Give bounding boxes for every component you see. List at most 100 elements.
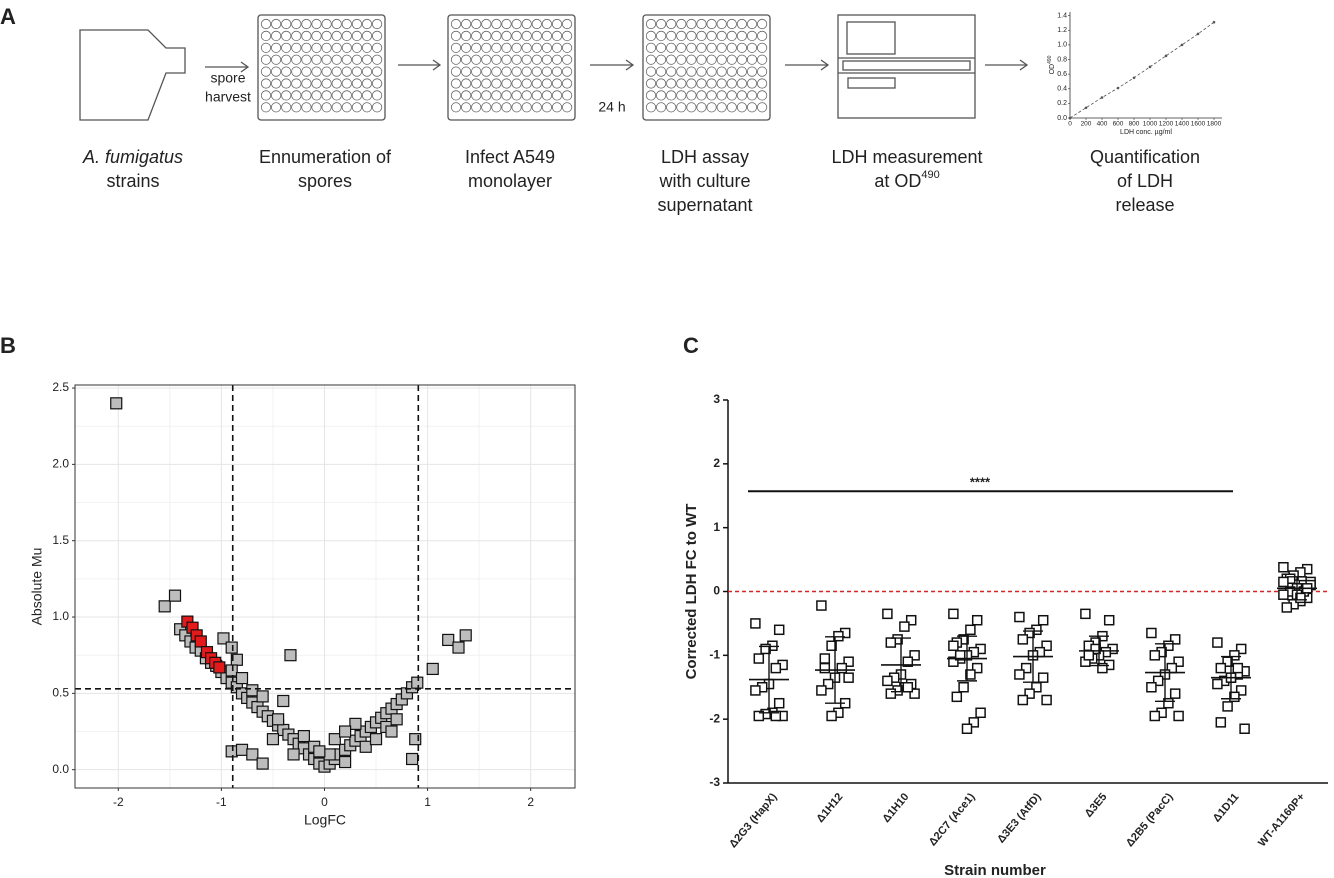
point [1239,723,1250,734]
well [460,54,472,65]
well [341,66,352,77]
point [442,633,455,647]
well [311,102,322,113]
point [1169,688,1181,699]
well [551,90,563,101]
point [822,678,834,690]
well [301,54,312,65]
point [1212,678,1223,690]
x-tick-label: 1600 [1191,121,1206,128]
well [460,90,472,101]
well [561,54,573,65]
point [1222,701,1233,712]
well [726,54,737,65]
x-tick-label: 1000 [1143,121,1158,128]
well [311,78,322,89]
well [511,102,522,113]
well [655,42,667,53]
well [301,42,312,53]
well [726,66,737,77]
well [270,18,282,30]
well [371,30,383,42]
point [1017,694,1029,706]
well [270,78,282,89]
well [716,30,727,42]
well [511,30,522,42]
x-tick-label: 1400 [1175,121,1190,128]
point [385,725,398,738]
plate [642,14,771,121]
well [341,18,352,30]
step-label: supernatant [657,195,752,215]
point [277,694,290,708]
point [246,684,259,697]
point [246,748,259,761]
x-tick-label: 800 [1129,121,1140,128]
point [1100,96,1104,99]
well [481,54,492,65]
well [351,54,362,65]
well [371,102,383,113]
well [726,90,737,101]
x-tick-label: WT-A1160P+ [1256,791,1307,849]
point [961,723,973,734]
flask [79,29,186,121]
point [965,624,976,636]
well [736,54,748,65]
point [843,656,854,667]
well [450,18,462,30]
y-axis-label: OD490 [1047,55,1056,74]
well [511,54,522,65]
y-tick-label: 0.5 [52,686,69,700]
point [902,682,914,693]
well [501,42,512,53]
well [260,18,272,30]
superscript: 490 [921,169,939,181]
well [281,18,292,30]
well [291,18,302,30]
y-tick-label: 0 [713,584,720,598]
well [746,102,758,113]
well [501,66,512,77]
point [426,662,439,676]
well [351,42,362,53]
well [511,66,522,77]
well [321,66,332,77]
well [371,66,383,77]
well [501,30,512,42]
well [351,18,362,30]
well [531,54,542,65]
point [885,637,897,648]
well [511,78,522,89]
well [521,66,532,77]
well [541,54,553,65]
well [696,42,707,53]
y-tick-label: 1 [713,520,720,534]
step-label: spores [298,171,352,191]
well [716,42,727,53]
well [686,42,697,53]
well [481,102,492,113]
well [270,54,282,65]
point [271,713,285,726]
point [948,608,959,620]
well [361,54,373,65]
well [551,78,563,89]
well [716,54,727,65]
well [666,42,677,53]
point [1020,662,1032,674]
plot-area [75,385,575,788]
point [194,635,207,648]
x-tick-label: 400 [1097,121,1108,128]
well [716,78,727,89]
step-label: with culture [658,171,750,191]
point [753,710,765,722]
well [450,54,462,65]
plate [447,14,576,121]
point [369,733,383,746]
point [773,697,785,709]
well [531,78,542,89]
point [1229,650,1240,661]
point [225,641,238,654]
point [1041,640,1052,652]
